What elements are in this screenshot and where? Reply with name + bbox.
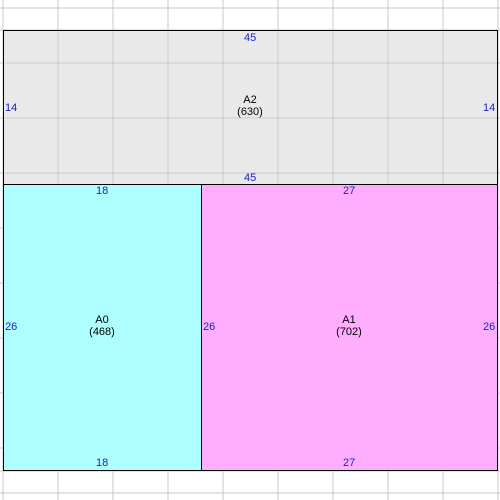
region-a2-label: A2 (630)	[237, 94, 263, 118]
region-a1-left-dim: 26	[203, 321, 216, 333]
region-a0-left-dim: 26	[5, 321, 18, 333]
region-a0-label: A0 (468)	[89, 314, 115, 338]
region-a0	[3, 184, 202, 471]
region-a2-name: A2	[243, 94, 257, 106]
region-a0-top-dim: 18	[96, 185, 109, 197]
region-a2	[3, 30, 498, 185]
region-a2-bottom-dim: 45	[244, 172, 257, 184]
region-a1-label: A1 (702)	[336, 314, 362, 338]
region-a1-area: (702)	[336, 326, 362, 338]
region-a2-area: (630)	[237, 106, 263, 118]
region-a1-right-dim: 26	[483, 321, 496, 333]
region-a0-name: A0	[95, 314, 109, 326]
region-a2-left-dim: 14	[5, 102, 18, 114]
region-a1-top-dim: 27	[343, 185, 356, 197]
region-a2-right-dim: 14	[483, 102, 496, 114]
region-a1-name: A1	[342, 314, 356, 326]
region-a2-top-dim: 45	[244, 32, 257, 44]
region-a1	[201, 184, 498, 471]
region-a1-bottom-dim: 27	[343, 457, 356, 469]
region-a0-bottom-dim: 18	[96, 457, 109, 469]
region-a0-area: (468)	[89, 326, 115, 338]
